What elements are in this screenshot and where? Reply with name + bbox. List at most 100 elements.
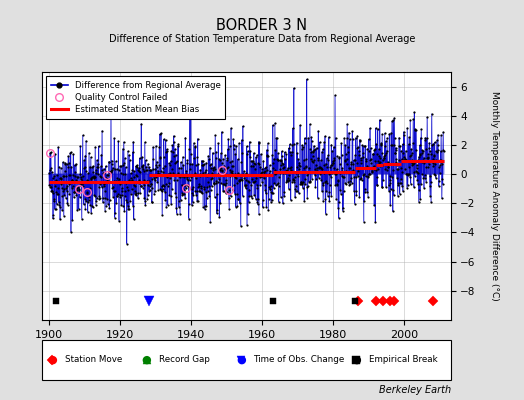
- Point: [412, 165, 421, 171]
- Point: [130, 174, 138, 180]
- Point: [354, 144, 362, 150]
- Point: [223, 189, 232, 196]
- Point: [362, 158, 370, 164]
- Point: [387, 130, 395, 136]
- Point: [177, 159, 185, 165]
- Point: [407, 152, 415, 158]
- Point: [287, 164, 295, 170]
- Point: [323, 180, 332, 186]
- Point: [269, 159, 277, 166]
- Point: [290, 85, 298, 91]
- Point: [286, 149, 294, 156]
- Point: [358, 142, 366, 148]
- Point: [227, 125, 235, 132]
- Point: [106, 169, 114, 176]
- Point: [302, 76, 311, 82]
- Point: [340, 174, 348, 180]
- Point: [212, 178, 220, 184]
- Point: [342, 181, 351, 187]
- Point: [94, 143, 103, 149]
- Point: [299, 179, 308, 186]
- Point: [182, 168, 190, 174]
- Point: [411, 168, 420, 175]
- Point: [373, 150, 381, 157]
- Point: [229, 163, 237, 169]
- Point: [47, 188, 56, 194]
- Point: [337, 191, 345, 197]
- Point: [251, 178, 259, 184]
- Point: [407, 150, 416, 156]
- Point: [53, 184, 62, 191]
- Point: [230, 142, 238, 148]
- Point: [397, 176, 406, 182]
- Point: [275, 182, 283, 189]
- Point: [265, 196, 273, 202]
- Point: [330, 156, 338, 163]
- Point: [90, 172, 98, 179]
- Point: [179, 162, 188, 168]
- Point: [96, 172, 104, 179]
- Point: [292, 169, 300, 176]
- Point: [183, 160, 191, 166]
- Point: [201, 169, 210, 176]
- Point: [406, 152, 414, 159]
- Point: [335, 154, 343, 161]
- Point: [225, 205, 233, 212]
- Point: [287, 167, 296, 174]
- Point: [249, 163, 257, 170]
- Point: [123, 184, 132, 190]
- Point: [213, 178, 222, 185]
- Point: [94, 163, 102, 170]
- Point: [328, 162, 336, 169]
- Point: [115, 217, 123, 224]
- Point: [226, 193, 235, 199]
- Point: [46, 167, 54, 173]
- Point: [132, 192, 140, 198]
- Point: [144, 182, 152, 188]
- Point: [355, 194, 364, 201]
- Point: [356, 157, 365, 163]
- Point: [228, 158, 236, 164]
- Point: [281, 168, 290, 174]
- Point: [248, 176, 257, 183]
- Point: [80, 165, 89, 171]
- Point: [194, 181, 203, 187]
- Point: [312, 176, 320, 182]
- Point: [387, 186, 395, 192]
- Point: [251, 166, 259, 172]
- Point: [246, 158, 255, 164]
- Point: [117, 185, 126, 192]
- Point: [332, 134, 340, 141]
- Point: [182, 185, 190, 191]
- Point: [285, 145, 293, 151]
- Point: [288, 148, 296, 155]
- Point: [107, 161, 116, 167]
- Point: [252, 175, 260, 182]
- Text: Empirical Break: Empirical Break: [368, 356, 437, 364]
- Point: [311, 184, 320, 191]
- Point: [181, 182, 189, 188]
- Point: [365, 171, 373, 177]
- Point: [314, 174, 323, 181]
- Point: [130, 191, 139, 197]
- Point: [133, 164, 141, 170]
- Point: [400, 154, 408, 160]
- Point: [333, 181, 342, 188]
- Point: [257, 151, 265, 157]
- Point: [319, 198, 328, 204]
- Point: [293, 173, 302, 179]
- Point: [272, 169, 280, 176]
- Point: [52, 177, 61, 183]
- Point: [390, 141, 398, 148]
- Point: [247, 162, 256, 169]
- Point: [375, 155, 384, 162]
- Point: [337, 140, 345, 147]
- Point: [425, 140, 433, 146]
- Point: [244, 148, 252, 154]
- Point: [82, 137, 90, 144]
- Point: [373, 182, 381, 188]
- Point: [356, 138, 364, 144]
- Legend: Difference from Regional Average, Quality Control Failed, Estimated Station Mean: Difference from Regional Average, Qualit…: [46, 76, 225, 119]
- Point: [325, 189, 333, 196]
- Point: [429, 163, 438, 170]
